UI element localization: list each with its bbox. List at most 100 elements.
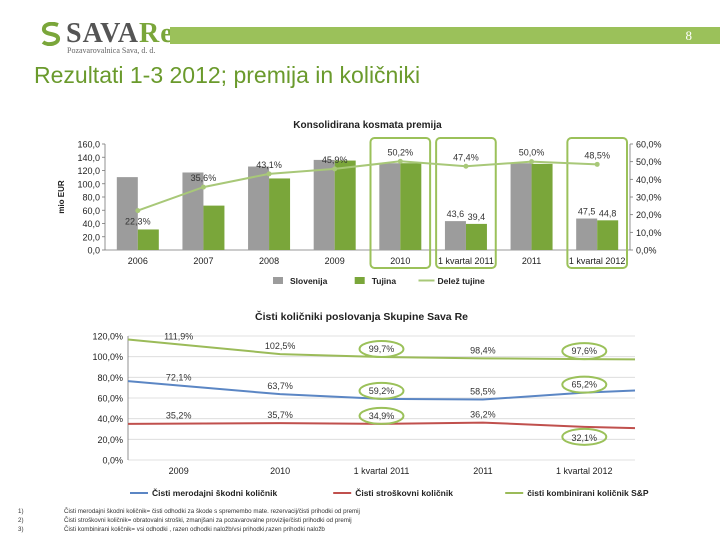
- legend-label: Slovenija: [290, 276, 328, 286]
- bar-tujina: [597, 220, 619, 250]
- data-label: 47,5: [578, 207, 596, 217]
- share-line: [137, 160, 598, 212]
- x-tick-label: 2008: [259, 256, 279, 266]
- data-label: 35,2%: [166, 411, 192, 421]
- x-tick-label: 2006: [128, 256, 148, 266]
- highlight-ellipse: [358, 406, 405, 425]
- legend-label: čisti kombinirani količnik S&P: [527, 488, 649, 498]
- data-label: 43,6: [447, 209, 465, 219]
- data-label: 98,4%: [470, 345, 496, 355]
- bar-tujina: [465, 223, 487, 250]
- y-axis-label: mio EUR: [57, 180, 66, 214]
- legend-label: Delež tujine: [438, 276, 486, 286]
- data-label: 63,7%: [267, 381, 293, 391]
- data-label: 36,2%: [470, 410, 496, 420]
- footnote-text: Čisti merodajni škodni količnik= čisti o…: [64, 508, 360, 515]
- brand-suffix: Re: [139, 18, 174, 49]
- footnote-3: 3) Čisti kombinirani količnik= vsi odhodk…: [18, 526, 325, 533]
- bar-slovenija: [576, 218, 598, 250]
- y2-tick-label: 30,0%: [636, 193, 662, 203]
- legend-swatch: [354, 277, 365, 284]
- x-tick-label: 2009: [169, 466, 189, 476]
- page-title: Rezultati 1-3 2012; premija in količniki: [34, 62, 421, 88]
- data-label: 65,2%: [572, 380, 598, 390]
- x-tick-label: 1 kvartal 2011: [354, 466, 410, 476]
- data-label: 50,0%: [519, 148, 545, 158]
- legend-label: Čisti stroškovni količnik: [355, 487, 453, 498]
- data-label: 99,7%: [369, 344, 395, 354]
- data-label: 111,9%: [164, 331, 193, 341]
- bar-tujina: [137, 229, 159, 250]
- y-tick-label: 80,0: [82, 193, 100, 203]
- bar-tujina: [269, 178, 291, 250]
- x-tick-label: 2007: [193, 256, 213, 266]
- highlight-ellipse: [358, 339, 405, 358]
- y-tick-label: 0,0%: [102, 456, 123, 466]
- bar-tujina: [203, 205, 225, 250]
- page-number: 8: [685, 28, 693, 43]
- bar-slovenija: [510, 163, 532, 250]
- x-tick-label: 1 kvartal 2011: [438, 256, 494, 266]
- brand-logo: SAVARe: [66, 18, 174, 50]
- footnote-1: 1) Čisti merodajni škodni količnik= čisti…: [18, 508, 360, 515]
- data-label: 22,3%: [125, 217, 151, 227]
- chart-title: Konsolidirana kosmata premija: [293, 120, 442, 131]
- data-label: 32,1%: [572, 433, 598, 443]
- data-label: 35,7%: [267, 410, 293, 420]
- header-bar: [170, 27, 720, 44]
- chart-title: Čisti količniki poslovanja Skupine Sava …: [255, 310, 468, 323]
- y-tick-label: 160,0: [77, 140, 100, 150]
- y-tick-label: 40,0: [82, 219, 100, 229]
- data-label: 48,5%: [584, 150, 610, 160]
- x-tick-label: 2010: [390, 256, 410, 266]
- y2-tick-label: 50,0%: [636, 157, 662, 167]
- y-tick-label: 20,0: [82, 232, 100, 242]
- data-label: 45,9%: [322, 155, 348, 165]
- y-tick-label: 100,0: [77, 179, 100, 189]
- y-tick-label: 120,0: [77, 166, 100, 176]
- sava-logo-icon: [41, 22, 60, 46]
- data-label: 58,5%: [470, 387, 496, 397]
- highlight-ellipse: [561, 427, 608, 446]
- data-label: 72,1%: [166, 372, 192, 382]
- share-point: [529, 159, 535, 165]
- y2-tick-label: 40,0%: [636, 175, 662, 185]
- y-tick-label: 60,0: [82, 206, 100, 216]
- footnote-number: 3): [18, 526, 24, 533]
- footnote-text: Čisti kombinirani količnik= vsi odhodki …: [64, 526, 325, 533]
- data-label: 44,8: [599, 208, 617, 218]
- footnote-2: 2) Čisti stroškovni količnik= obratovalni…: [18, 517, 352, 524]
- y-tick-label: 80,0%: [97, 373, 123, 383]
- bar-tujina: [531, 163, 553, 250]
- bar-tujina: [400, 163, 422, 250]
- ratios-chart: Čisti količniki poslovanja Skupine Sava …: [92, 310, 649, 498]
- share-point: [200, 184, 206, 190]
- legend-label: Čisti merodajni škodni količnik: [152, 487, 277, 498]
- y2-tick-label: 10,0%: [636, 228, 662, 238]
- legend-label: Tujina: [372, 276, 397, 286]
- x-tick-label: 2009: [325, 256, 345, 266]
- premium-chart: Konsolidirana kosmata premija mio EUR 0,0 2…: [57, 120, 662, 286]
- bar-slovenija: [116, 177, 138, 250]
- data-label: 39,4: [468, 212, 486, 222]
- brand-main: SAVA: [66, 18, 140, 49]
- y-tick-label: 140,0: [77, 153, 100, 163]
- bar-tujina: [334, 160, 356, 250]
- share-point: [266, 171, 272, 177]
- legend-swatch: [273, 277, 283, 284]
- brand-tagline: Pozavarovalnica Sava, d. d.: [67, 46, 156, 55]
- x-tick-label: 2011: [473, 466, 492, 476]
- x-tick-label: 1 kvartal 2012: [569, 256, 626, 266]
- footnote-text: Čisti stroškovni količnik= obratovalni s…: [64, 517, 352, 524]
- highlight-box: [369, 137, 432, 269]
- highlight-box: [435, 137, 497, 269]
- y-tick-label: 60,0%: [97, 394, 123, 404]
- share-point: [135, 208, 141, 214]
- highlight-box: [566, 137, 628, 269]
- y-tick-label: 40,0%: [97, 414, 123, 424]
- highlight-ellipse: [561, 375, 608, 394]
- share-point: [397, 158, 403, 164]
- bar-slovenija: [444, 221, 466, 250]
- data-label: 59,2%: [369, 386, 395, 396]
- highlight-ellipse: [561, 342, 608, 361]
